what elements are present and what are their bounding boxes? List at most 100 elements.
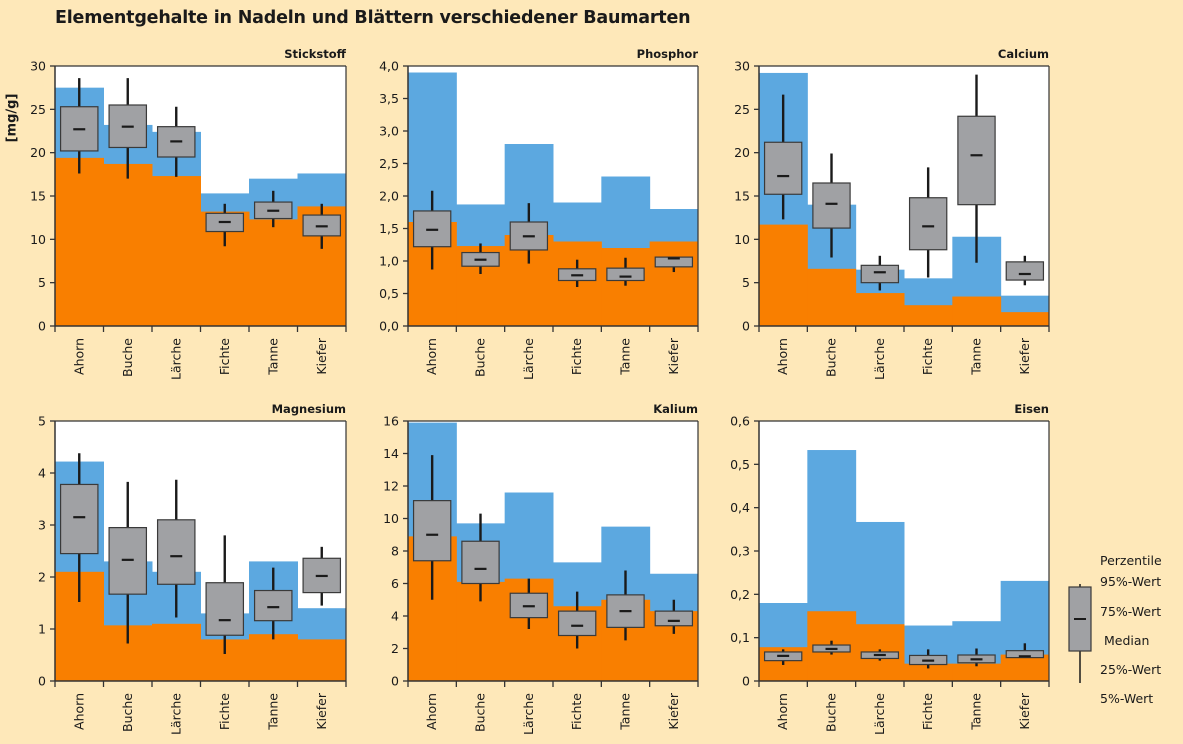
boxplot-tanne [957,648,996,667]
boxplot-fichte [908,649,948,669]
boxplot-ahorn [59,453,99,602]
boxplot-kiefer [302,546,342,606]
x-tick-label: Tanne [265,338,280,376]
x-tick-label: Kiefer [314,692,329,729]
y-tick-label: 4,0 [379,59,399,74]
chart-panel-calcium: 0 5 10 15 20 25 30 Ahorn Buche Lärche Fichte Tanne K… [734,47,1050,380]
iqr-box [557,610,597,637]
y-tick-label: 6 [391,576,399,591]
x-tick-label: Kiefer [666,692,681,729]
y-tick-label: 0 [38,674,46,689]
boxplot-ahorn [412,455,452,600]
orange-range-bar [1000,312,1050,326]
y-tick-label: 2 [391,641,399,656]
y-tick-label: 4 [38,466,46,481]
x-tick-label: Tanne [618,693,633,731]
boxplot-fichte [205,535,245,654]
x-tick-label: Ahorn [424,693,439,730]
y-tick-label: 20 [734,145,750,160]
boxplot-ahorn [59,78,99,174]
orange-range-bar [1000,654,1050,681]
boxplot-ahorn [412,190,452,270]
boxplot-lärche [156,479,196,618]
y-tick-label: 2,5 [379,156,399,171]
orange-range-bar [855,293,905,326]
boxplot-ahorn [763,94,803,220]
y-tick-label: 12 [383,479,399,494]
boxplot-lärche [860,255,900,291]
chart-panel-eisen: 0 0,1 0,2 0,3 0,4 0,5 0,6 Ahorn Buche Lärche Ficht… [730,402,1050,735]
iqr-box [205,582,245,636]
x-tick-label: Buche [120,338,135,377]
boxplot-buche [108,78,148,179]
panel-title: Eisen [1014,402,1049,416]
y-tick-label: 3,0 [379,124,399,139]
x-tick-label: Buche [473,693,488,732]
x-tick-label: Fichte [569,693,584,730]
chart-panel-stickstoff: 0 5 10 15 20 25 30 Ahorn Buche Lärche Fichte Tanne K… [30,47,347,380]
boxplot-kiefer [1005,643,1045,659]
orange-range-bar [952,296,1002,326]
x-tick-label: Lärche [521,693,536,735]
y-tick-label: 2,0 [379,189,399,204]
y-tick-label: 0,1 [730,630,750,645]
iqr-box [253,589,293,622]
x-tick-label: Kiefer [1017,692,1032,729]
x-tick-label: Tanne [969,693,984,731]
boxplot-kiefer [654,256,694,273]
legend-item: 5%-Wert [1100,691,1153,706]
orange-range-bar [152,623,201,681]
iqr-box [606,267,645,282]
iqr-box [59,483,99,555]
x-tick-label: Kiefer [666,337,681,374]
x-tick-label: Lärche [872,693,887,735]
y-tick-label: 0 [391,674,399,689]
y-tick-label: 0,3 [730,544,750,559]
orange-range-bar [103,163,153,326]
y-tick-label: 0 [38,319,46,334]
y-tick-label: 25 [734,102,750,117]
orange-range-bar [297,639,347,681]
y-tick-label: 0 [742,674,750,689]
boxplot-kiefer [302,203,342,249]
x-tick-label: Ahorn [775,693,790,730]
x-tick-label: Ahorn [71,338,86,375]
y-tick-label: 15 [734,189,750,204]
y-tick-label: 8 [391,544,399,559]
boxplot-buche [812,640,851,655]
y-tick-label: 3 [38,518,46,533]
orange-range-bar [807,268,857,326]
orange-range-bar [649,241,699,326]
iqr-box [654,256,694,268]
x-tick-label: Tanne [618,338,633,376]
boxplot-tanne [957,74,996,263]
boxplot-fichte [205,203,245,247]
y-tick-label: 0,6 [730,414,750,429]
orange-range-bar [249,634,298,681]
y-tick-label: 4 [391,609,399,624]
y-tick-label: 14 [383,446,399,461]
y-tick-label: 0,5 [379,286,399,301]
x-tick-label: Tanne [969,338,984,376]
boxplot-lärche [509,203,549,264]
x-tick-label: Lärche [872,338,887,380]
boxplot-buche [461,243,500,274]
x-tick-label: Ahorn [71,693,86,730]
iqr-box [156,519,196,585]
boxplot-ahorn [763,649,803,665]
y-tick-label: 5 [38,275,46,290]
boxplot-buche [461,513,500,602]
orange-range-bar [904,305,953,326]
y-tick-label: 16 [383,414,399,429]
legend: Perzentile 95%-Wert 75%-Wert Median 25%-Wert… [1068,553,1162,706]
y-tick-label: 1,5 [379,221,399,236]
iqr-box [1005,650,1045,659]
y-tick-label: 20 [30,145,46,160]
panel-title: Kalium [653,402,698,416]
y-tick-label: 30 [30,59,46,74]
iqr-box [509,592,549,619]
boxplot-lärche [860,649,900,661]
boxplot-fichte [908,167,948,278]
y-tick-label: 3,5 [379,91,399,106]
y-tick-label: 1,0 [379,254,399,269]
